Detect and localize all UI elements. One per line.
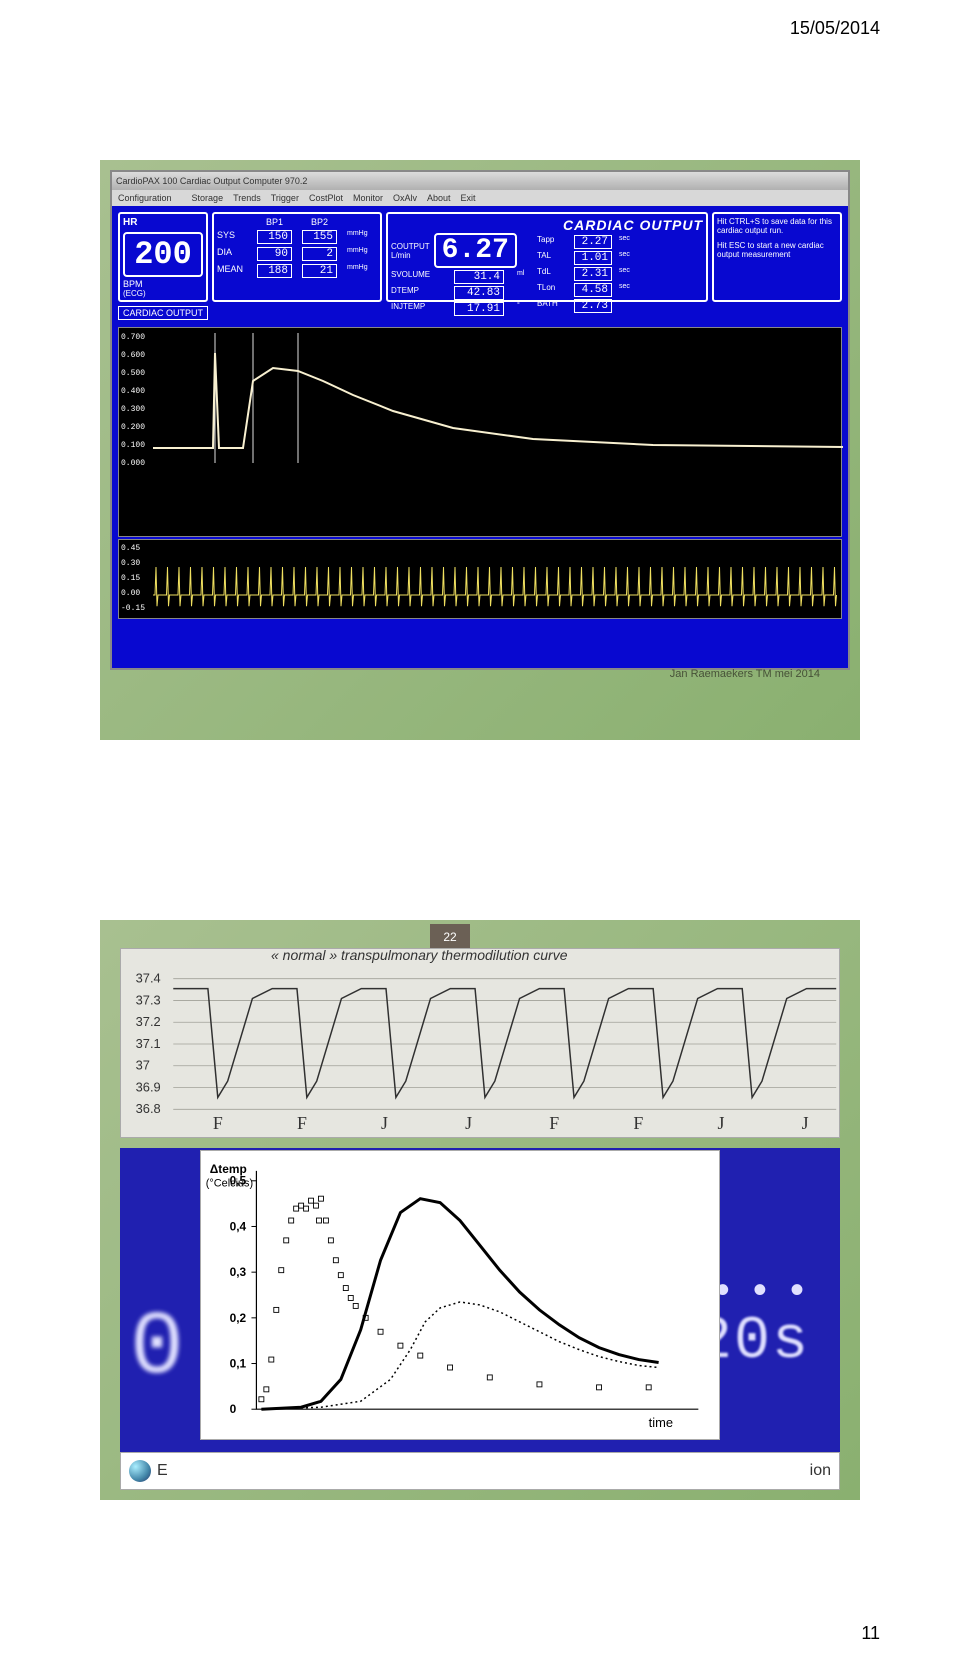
y-tick: 0.200	[121, 423, 145, 432]
bp-row: DIA902mmHg	[217, 247, 377, 261]
slide-2: 22 « normal » transpulmonary thermodilut…	[100, 920, 860, 1500]
t-row: TLon4.58sec	[537, 283, 637, 297]
strip-chart: « normal » transpulmonary thermodilution…	[120, 948, 840, 1138]
ecg-tick: 0.45	[121, 544, 140, 553]
bottom-white-bar: E ion	[120, 1452, 840, 1490]
orb-icon	[129, 1460, 151, 1482]
co-value: 6.27	[434, 233, 517, 268]
monitor-body: HR 200 BPM (ECG) BP1 BP2 SYS150155mmHg DI…	[112, 206, 848, 668]
hr-unit: BPM	[123, 279, 203, 289]
bp-col1: BP1	[257, 217, 292, 227]
svg-text:36.8: 36.8	[136, 1101, 161, 1116]
monitor-window: CardioPAX 100 Cardiac Output Computer 97…	[110, 170, 850, 670]
t-row: TAL1.01sec	[537, 251, 637, 265]
hr-panel: HR 200 BPM (ECG)	[118, 212, 208, 302]
svg-text:J: J	[802, 1113, 809, 1133]
menu-item[interactable]: OxAlv	[393, 193, 417, 203]
hr-sub: (ECG)	[123, 289, 203, 298]
t-row: Tapp2.27sec	[537, 235, 637, 249]
ecg-tick: -0.15	[121, 604, 145, 613]
menu-item[interactable]: About	[427, 193, 451, 203]
svg-text:37.3: 37.3	[136, 992, 161, 1007]
dtemp-chart: Δtemp(°Celcius)0,50,40,30,20,10time	[200, 1150, 720, 1440]
slide-1: CardioPAX 100 Cardiac Output Computer 97…	[100, 160, 860, 740]
svg-text:F: F	[213, 1113, 223, 1133]
ecg-graph: 0.45 0.30 0.15 0.00 -0.15	[118, 539, 842, 619]
t-row: BATH2.73	[537, 299, 637, 313]
bottom-right-text: ion	[810, 1462, 831, 1480]
svg-text:36.9: 36.9	[136, 1079, 161, 1094]
co-header: CARDIAC OUTPUT	[391, 217, 703, 233]
bottom-left-text: E	[157, 1462, 168, 1480]
ecg-tick: 0.30	[121, 559, 140, 568]
page-date: 15/05/2014	[790, 18, 880, 39]
svg-text:0,3: 0,3	[230, 1265, 247, 1279]
y-tick: 0.500	[121, 369, 145, 378]
y-tick: 0.300	[121, 405, 145, 414]
menu-item[interactable]: Configuration	[118, 193, 172, 203]
dtemp-svg: Δtemp(°Celcius)0,50,40,30,20,10time	[201, 1151, 719, 1439]
co-row: INJTEMP17.91°	[391, 302, 531, 316]
window-title: CardioPAX 100 Cardiac Output Computer 97…	[116, 176, 307, 186]
y-tick: 0.400	[121, 387, 145, 396]
watermark: Jan Raemaekers TM mei 2014	[670, 668, 820, 680]
graph-title: CARDIAC OUTPUT	[118, 306, 208, 320]
svg-text:37.1: 37.1	[136, 1036, 161, 1051]
svg-text:J: J	[465, 1113, 472, 1133]
ecg-tick: 0.15	[121, 574, 140, 583]
t-row: TdL2.31sec	[537, 267, 637, 281]
ecg-tick: 0.00	[121, 589, 140, 598]
y-tick: 0.700	[121, 333, 145, 342]
y-tick: 0.100	[121, 441, 145, 450]
strip-chart-title: « normal » transpulmonary thermodilution…	[271, 947, 567, 963]
svg-text:0: 0	[230, 1402, 237, 1416]
svg-text:0,2: 0,2	[230, 1311, 247, 1325]
bp-header: BP1 BP2	[217, 217, 377, 227]
svg-text:0,5: 0,5	[230, 1174, 247, 1188]
svg-text:F: F	[297, 1113, 307, 1133]
svg-text:37: 37	[136, 1058, 150, 1073]
info-line: Hit ESC to start a new cardiac output me…	[717, 241, 837, 259]
svg-text:F: F	[549, 1113, 559, 1133]
co-output-unit: L/min	[391, 251, 430, 260]
menu-item[interactable]: CostPlot	[309, 193, 343, 203]
hr-label: HR	[123, 217, 203, 228]
menu-item[interactable]: Exit	[461, 193, 476, 203]
svg-text:J: J	[717, 1113, 724, 1133]
svg-text:37.2: 37.2	[136, 1014, 161, 1029]
svg-text:0,1: 0,1	[230, 1356, 247, 1370]
y-tick: 0.600	[121, 351, 145, 360]
menu-item[interactable]: Monitor	[353, 193, 383, 203]
strip-svg: 37.4 37.3 37.2 37.1 37 36.9 36.8 F F J J F F J J	[121, 949, 839, 1137]
bp-row: MEAN18821mmHg	[217, 264, 377, 278]
bp-row: SYS150155mmHg	[217, 230, 377, 244]
svg-text:time: time	[649, 1415, 673, 1430]
svg-text:37.4: 37.4	[136, 971, 161, 986]
svg-text:F: F	[633, 1113, 643, 1133]
menubar: Configuration Storage Trends Trigger CostPlo…	[112, 190, 848, 206]
co-output-label: COUTPUT	[391, 242, 430, 251]
menu-item[interactable]: Storage	[192, 193, 224, 203]
window-titlebar: CardioPAX 100 Cardiac Output Computer 97…	[112, 172, 848, 190]
blue-zero: 0	[130, 1298, 184, 1400]
y-tick: 0.000	[121, 459, 145, 468]
co-panel: CARDIAC OUTPUT COUTPUT L/min 6.27 SVOLUM…	[386, 212, 708, 302]
svg-text:0,4: 0,4	[230, 1219, 247, 1233]
svg-text:J: J	[381, 1113, 388, 1133]
page-number: 11	[861, 1623, 880, 1644]
co-row: DTEMP42.83	[391, 286, 531, 300]
bp-panel: BP1 BP2 SYS150155mmHg DIA902mmHg MEAN18821…	[212, 212, 382, 302]
info-box: Hit CTRL+S to save data for this cardiac…	[712, 212, 842, 302]
menu-item[interactable]: Trigger	[271, 193, 299, 203]
info-line: Hit CTRL+S to save data for this cardiac…	[717, 217, 837, 235]
top-panels: HR 200 BPM (ECG) BP1 BP2 SYS150155mmHg DI…	[118, 212, 842, 302]
hr-value: 200	[123, 232, 203, 277]
bp-col2: BP2	[302, 217, 337, 227]
thermodilution-graph: 0.700 0.600 0.500 0.400 0.300 0.200 0.100 0.000	[118, 327, 842, 537]
menu-item[interactable]: Trends	[233, 193, 261, 203]
co-row: SVOLUME31.4ml	[391, 270, 531, 284]
